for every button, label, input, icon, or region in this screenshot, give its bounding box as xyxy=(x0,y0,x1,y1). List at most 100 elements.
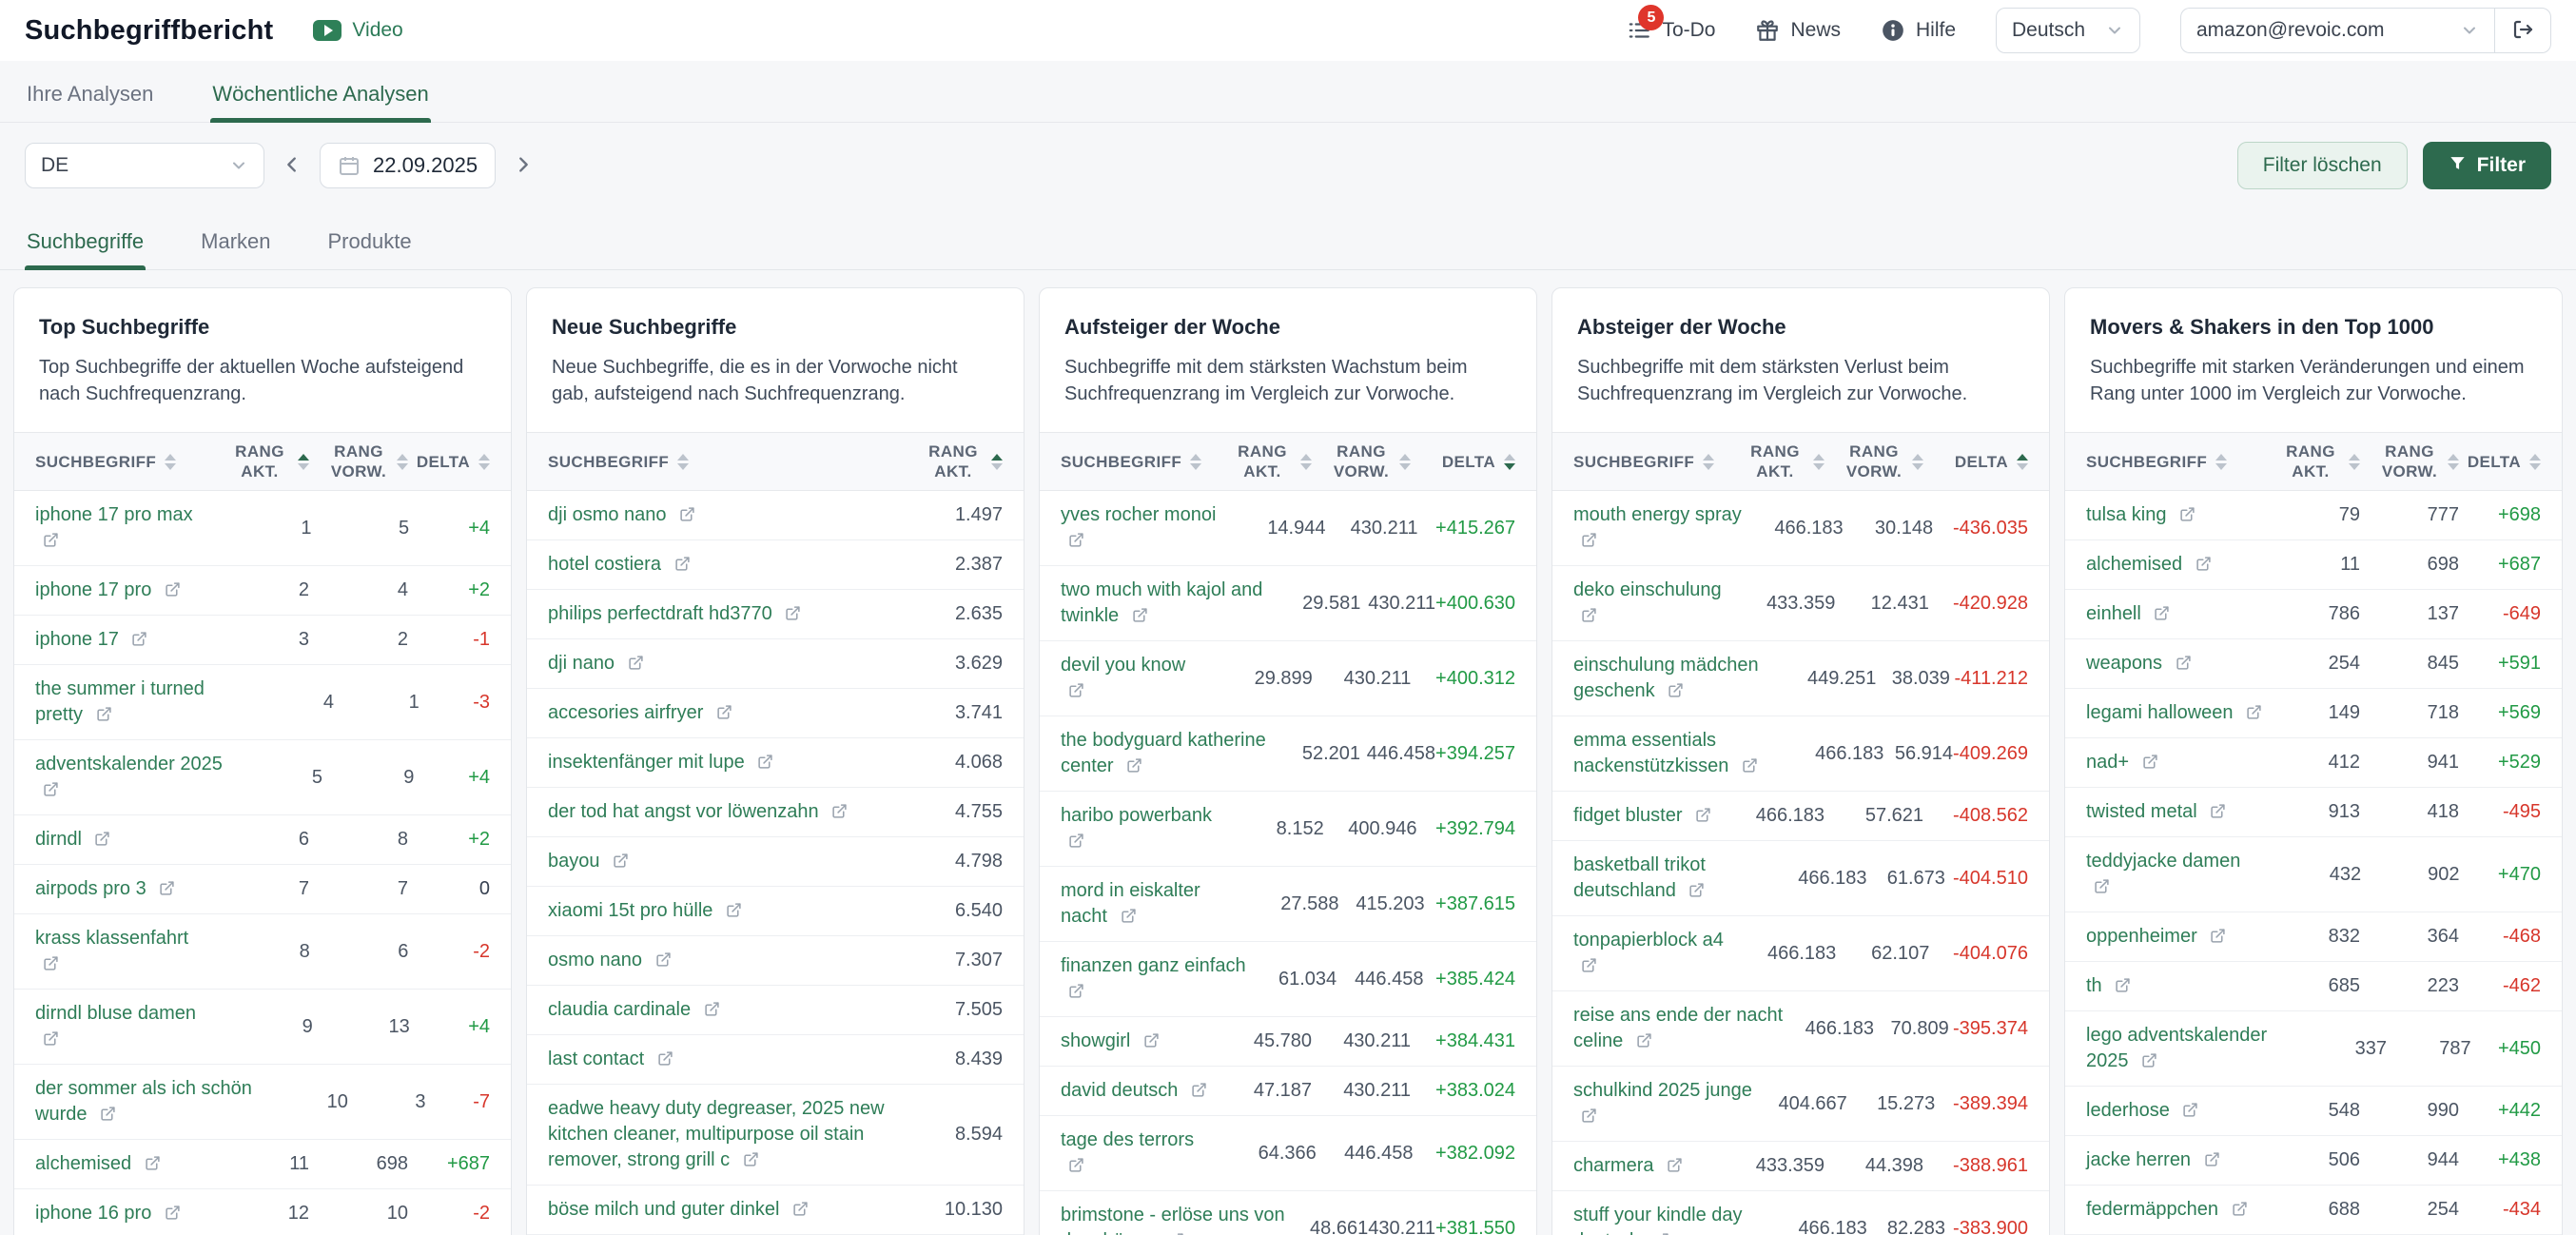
search-term-link[interactable]: david deutsch xyxy=(1061,1078,1222,1104)
search-term-link[interactable]: einschulung mädchen geschenk xyxy=(1573,653,1807,704)
column-header-akt[interactable]: RANG AKT. xyxy=(2276,441,2360,481)
search-term-link[interactable]: dirndl xyxy=(35,827,225,853)
column-header-vorw[interactable]: RANG VORW. xyxy=(2360,441,2459,481)
previous-week-button[interactable] xyxy=(278,150,306,182)
search-term-link[interactable]: deko einschulung xyxy=(1573,578,1750,629)
column-header-akt[interactable]: RANG AKT. xyxy=(879,441,1003,481)
search-term-link[interactable]: tonpapierblock a4 xyxy=(1573,928,1752,979)
search-term-link[interactable]: basketball trikot deutschland xyxy=(1573,853,1796,904)
date-picker[interactable]: 22.09.2025 xyxy=(320,143,497,188)
search-term-link[interactable]: legami halloween xyxy=(2086,700,2276,726)
search-term-link[interactable]: teddyjacke damen xyxy=(2086,849,2278,900)
search-term-link[interactable]: philips perfectdraft hd3770 xyxy=(548,601,879,627)
search-term-link[interactable]: der tod hat angst vor löwenzahn xyxy=(548,799,879,825)
search-term-link[interactable]: böse milch und guter dinkel xyxy=(548,1197,879,1223)
search-term-link[interactable]: iphone 17 xyxy=(35,627,225,653)
search-term-link[interactable]: th xyxy=(2086,973,2276,999)
column-header-delta[interactable]: DELTA xyxy=(2459,452,2541,472)
search-term-link[interactable]: twisted metal xyxy=(2086,799,2276,825)
search-term-link[interactable]: bayou xyxy=(548,849,879,874)
search-term-link[interactable]: devil you know xyxy=(1061,653,1223,704)
search-term-link[interactable]: yves rocher monoi xyxy=(1061,502,1242,554)
column-header-term[interactable]: SUCHBEGRIFF xyxy=(548,452,879,472)
search-term-link[interactable]: dji nano xyxy=(548,651,879,676)
help-button[interactable]: Hilfe xyxy=(1881,18,1956,43)
clear-filter-button[interactable]: Filter löschen xyxy=(2236,142,2408,189)
language-select[interactable]: Deutsch xyxy=(1996,8,2140,53)
search-term-link[interactable]: dji osmo nano xyxy=(548,502,879,528)
column-header-term[interactable]: SUCHBEGRIFF xyxy=(1573,452,1735,472)
search-term-link[interactable]: oppenheimer xyxy=(2086,924,2276,950)
search-term-link[interactable]: two much with kajol and twinkle xyxy=(1061,578,1293,629)
search-term-link[interactable]: accesories airfryer xyxy=(548,700,879,726)
search-term-link[interactable]: tage des terrors xyxy=(1061,1127,1229,1179)
search-term-link[interactable]: adventskalender 2025 xyxy=(35,752,245,803)
search-term-link[interactable]: krass klassenfahrt xyxy=(35,926,226,977)
news-button[interactable]: News xyxy=(1755,18,1841,43)
account-select[interactable]: amazon@revoic.com xyxy=(2180,8,2494,53)
column-header-delta[interactable]: DELTA xyxy=(1411,452,1515,472)
column-header-delta[interactable]: DELTA xyxy=(408,452,490,472)
search-term-link[interactable]: finanzen ganz einfach xyxy=(1061,953,1259,1005)
filter-button[interactable]: Filter xyxy=(2422,142,2551,189)
search-term-link[interactable]: claudia cardinale xyxy=(548,997,879,1023)
search-term-text: iphone 17 xyxy=(35,629,119,650)
external-link-icon xyxy=(655,952,671,967)
search-term-link[interactable]: fidget bluster xyxy=(1573,803,1735,829)
todo-button[interactable]: 5 To-Do xyxy=(1627,5,1715,43)
column-header-term[interactable]: SUCHBEGRIFF xyxy=(35,452,225,472)
search-term-link[interactable]: brimstone - erlöse uns von dem bösen xyxy=(1061,1203,1308,1235)
search-term-link[interactable]: weapons xyxy=(2086,651,2276,676)
tab-ihre-analysen[interactable]: Ihre Analysen xyxy=(27,82,154,106)
search-term-link[interactable]: tulsa king xyxy=(2086,502,2276,528)
search-term-link[interactable]: last contact xyxy=(548,1047,879,1072)
search-term-link[interactable]: charmera xyxy=(1573,1153,1735,1179)
search-term-link[interactable]: emma essentials nackenstützkissen xyxy=(1573,728,1815,779)
search-term-link[interactable]: airpods pro 3 xyxy=(35,876,225,902)
column-header-delta[interactable]: DELTA xyxy=(1923,452,2028,472)
search-term-link[interactable]: iphone 17 pro max xyxy=(35,502,229,554)
search-term-link[interactable]: nad+ xyxy=(2086,750,2276,775)
search-term-link[interactable]: lederhose xyxy=(2086,1098,2276,1124)
search-term-link[interactable]: iphone 16 pro xyxy=(35,1201,225,1226)
subtab-marken[interactable]: Marken xyxy=(201,229,271,253)
search-term-link[interactable]: stuff your kindle day deutsch xyxy=(1573,1203,1796,1235)
search-term-link[interactable]: mord in eiskalter nacht xyxy=(1061,878,1261,930)
subtab-suchbegriffe[interactable]: Suchbegriffe xyxy=(25,208,146,270)
search-term-link[interactable]: alchemised xyxy=(2086,552,2276,578)
column-header-akt[interactable]: RANG AKT. xyxy=(1735,441,1825,481)
column-header-akt[interactable]: RANG AKT. xyxy=(225,441,309,481)
column-header-vorw[interactable]: RANG VORW. xyxy=(1312,441,1411,481)
search-term-link[interactable]: der sommer als ich schön wurde xyxy=(35,1076,283,1127)
tab-wöchentliche-analysen[interactable]: Wöchentliche Analysen xyxy=(210,61,432,123)
column-header-akt[interactable]: RANG AKT. xyxy=(1222,441,1312,481)
search-term-link[interactable]: schulkind 2025 junge xyxy=(1573,1078,1767,1129)
search-term-link[interactable]: haribo powerbank xyxy=(1061,803,1239,854)
country-select[interactable]: DE xyxy=(25,143,264,188)
search-term-link[interactable]: xiaomi 15t pro hülle xyxy=(548,898,879,924)
search-term-link[interactable]: dirndl bluse damen xyxy=(35,1001,231,1052)
column-header-vorw[interactable]: RANG VORW. xyxy=(1825,441,1923,481)
search-term-link[interactable]: jacke herren xyxy=(2086,1147,2276,1173)
search-term-link[interactable]: iphone 17 pro xyxy=(35,578,225,603)
search-term-link[interactable]: eadwe heavy duty degreaser, 2025 new kit… xyxy=(548,1096,947,1173)
video-link[interactable]: Video xyxy=(313,19,403,42)
subtab-produkte[interactable]: Produkte xyxy=(327,229,412,253)
next-week-button[interactable] xyxy=(509,150,537,182)
search-term-link[interactable]: alchemised xyxy=(35,1151,225,1177)
search-term-link[interactable]: mouth energy spray xyxy=(1573,502,1762,554)
search-term-link[interactable]: hotel costiera xyxy=(548,552,879,578)
search-term-link[interactable]: insektenfänger mit lupe xyxy=(548,750,879,775)
search-term-link[interactable]: the summer i turned pretty xyxy=(35,676,262,728)
search-term-link[interactable]: lego adventskalender 2025 xyxy=(2086,1023,2315,1074)
column-header-term[interactable]: SUCHBEGRIFF xyxy=(2086,452,2276,472)
search-term-link[interactable]: showgirl xyxy=(1061,1029,1222,1054)
search-term-link[interactable]: einhell xyxy=(2086,601,2276,627)
search-term-link[interactable]: reise ans ende der nacht celine xyxy=(1573,1003,1805,1054)
column-header-term[interactable]: SUCHBEGRIFF xyxy=(1061,452,1222,472)
logout-button[interactable] xyxy=(2494,8,2551,53)
column-header-vorw[interactable]: RANG VORW. xyxy=(309,441,408,481)
search-term-link[interactable]: federmäppchen xyxy=(2086,1197,2276,1223)
search-term-link[interactable]: the bodyguard katherine center xyxy=(1061,728,1293,779)
search-term-link[interactable]: osmo nano xyxy=(548,948,879,973)
